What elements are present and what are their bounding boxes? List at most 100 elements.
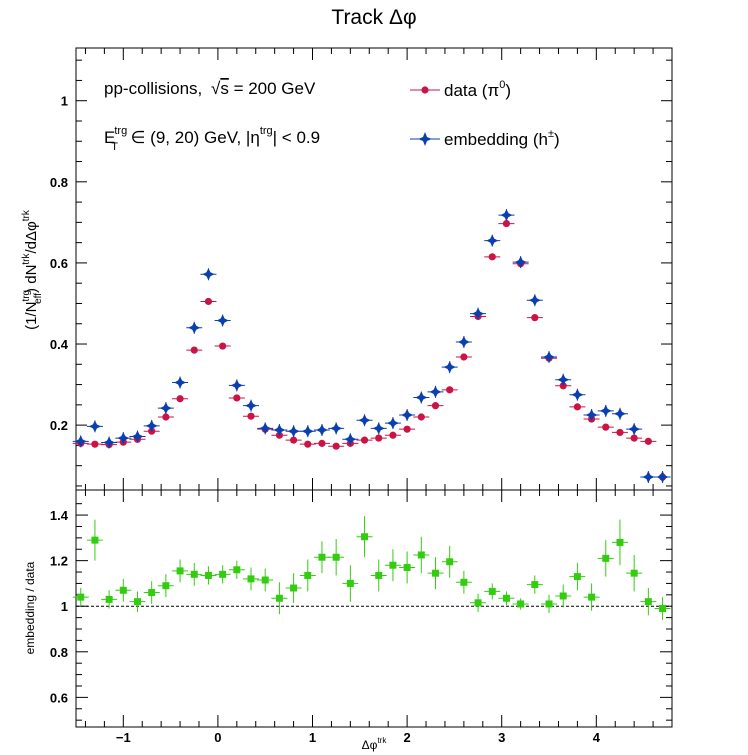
- ratio-point: [644, 598, 652, 606]
- ratio-point: [219, 570, 227, 578]
- data-point-pi0: [417, 413, 425, 421]
- ratio-point: [148, 589, 156, 597]
- ratio-point: [176, 567, 184, 575]
- data-point-embedding: [443, 361, 456, 374]
- data-point-embedding: [386, 417, 399, 430]
- data-point-embedding: [429, 385, 442, 398]
- data-point-embedding: [372, 422, 385, 435]
- data-point-pi0: [233, 394, 241, 402]
- data-point-embedding: [571, 388, 584, 401]
- data-point-embedding: [117, 432, 130, 445]
- data-point-embedding: [145, 419, 158, 432]
- ratio-point: [417, 551, 425, 559]
- ratio-point: [105, 595, 113, 603]
- ratio-points: [72, 516, 671, 620]
- ratio-point: [573, 573, 581, 581]
- top-points: [72, 209, 671, 484]
- data-point-pi0: [644, 437, 652, 445]
- top-y-tick-label: 0.6: [50, 256, 68, 271]
- ratio-axes: −1 0 1 2 3 4 0.6 0.8 1 1.2 1.4: [50, 490, 672, 745]
- top-frame: [75, 47, 673, 491]
- ratio-point: [431, 569, 439, 577]
- data-point-embedding: [344, 433, 357, 446]
- ratio-point: [77, 593, 85, 601]
- data-point-pi0: [91, 440, 99, 448]
- ratio-y-axis-label: embedding / data: [23, 561, 37, 654]
- ratio-point: [630, 569, 638, 577]
- legend-marker-embedding: [418, 132, 432, 146]
- data-point-pi0: [460, 353, 468, 361]
- x-tick-label: 1: [309, 730, 316, 745]
- data-point-embedding: [642, 471, 655, 484]
- data-point-pi0: [602, 423, 610, 431]
- data-point-embedding: [230, 379, 243, 392]
- data-point-embedding: [273, 423, 286, 436]
- data-point-embedding: [599, 404, 612, 417]
- ratio-y-tick-label: 0.8: [50, 645, 68, 660]
- data-point-embedding: [259, 422, 272, 435]
- data-point-embedding: [585, 408, 598, 421]
- ratio-point: [602, 554, 610, 562]
- ratio-y-tick-label: 1.4: [50, 508, 69, 523]
- ratio-point: [133, 598, 141, 606]
- data-point-embedding: [330, 422, 343, 435]
- ratio-y-tick-label: 1.2: [50, 554, 68, 569]
- data-point-embedding: [287, 425, 300, 438]
- data-point-embedding: [514, 256, 527, 269]
- x-axis-label: Δφtrk: [362, 736, 388, 752]
- ratio-point: [233, 566, 241, 574]
- data-point-embedding: [245, 399, 258, 412]
- data-point-embedding: [628, 423, 641, 436]
- top-y-tick-label: 0.8: [50, 175, 68, 190]
- data-point-embedding: [103, 436, 116, 449]
- ratio-point: [119, 586, 127, 594]
- data-point-embedding: [159, 402, 172, 415]
- data-point-pi0: [162, 413, 170, 421]
- data-point-embedding: [557, 373, 570, 386]
- top-axes: 0.2 0.4 0.6 0.8 1: [50, 48, 672, 490]
- ratio-point: [389, 561, 397, 569]
- ratio-point: [361, 533, 369, 541]
- data-point-pi0: [616, 428, 624, 437]
- ratio-frame: [75, 489, 673, 728]
- ratio-point: [204, 571, 212, 579]
- ratio-point: [318, 553, 326, 561]
- ratio-point: [275, 594, 283, 602]
- annotation-trigger: Etrg T ∈ (9, 20) GeV, |ηtrg| < 0.9: [104, 125, 320, 153]
- data-point-embedding: [88, 420, 101, 433]
- data-point-pi0: [190, 346, 198, 354]
- ratio-point: [190, 570, 198, 578]
- data-point-embedding: [472, 307, 485, 320]
- data-point-pi0: [630, 434, 638, 442]
- ratio-point: [502, 594, 510, 602]
- ratio-point: [531, 581, 539, 589]
- ratio-point: [545, 600, 553, 608]
- data-point-pi0: [375, 434, 383, 442]
- ratio-point: [460, 578, 468, 586]
- ratio-point: [474, 599, 482, 607]
- ratio-y-tick-label: 0.6: [50, 690, 68, 705]
- data-point-embedding: [315, 423, 328, 436]
- data-point-embedding: [358, 414, 371, 427]
- legend-entry-embedding: embedding (h±): [410, 128, 560, 149]
- data-point-pi0: [488, 253, 496, 261]
- top-y-tick-label: 0.2: [50, 418, 68, 433]
- ratio-point: [488, 587, 496, 595]
- data-point-pi0: [304, 440, 312, 448]
- data-point-embedding: [131, 430, 144, 443]
- ratio-point: [517, 600, 525, 608]
- data-point-embedding: [543, 350, 556, 363]
- data-point-embedding: [415, 391, 428, 404]
- ratio-point: [162, 582, 170, 590]
- data-point-pi0: [247, 412, 255, 420]
- top-y-tick-label: 0.4: [50, 337, 69, 352]
- data-point-pi0: [318, 439, 326, 447]
- data-point-embedding: [656, 471, 669, 484]
- legend-marker-data: [421, 86, 429, 94]
- x-tick-label: 4: [593, 730, 601, 745]
- ratio-point: [403, 563, 411, 571]
- data-point-embedding: [202, 268, 215, 281]
- data-point-embedding: [74, 435, 87, 448]
- data-point-embedding: [500, 209, 513, 222]
